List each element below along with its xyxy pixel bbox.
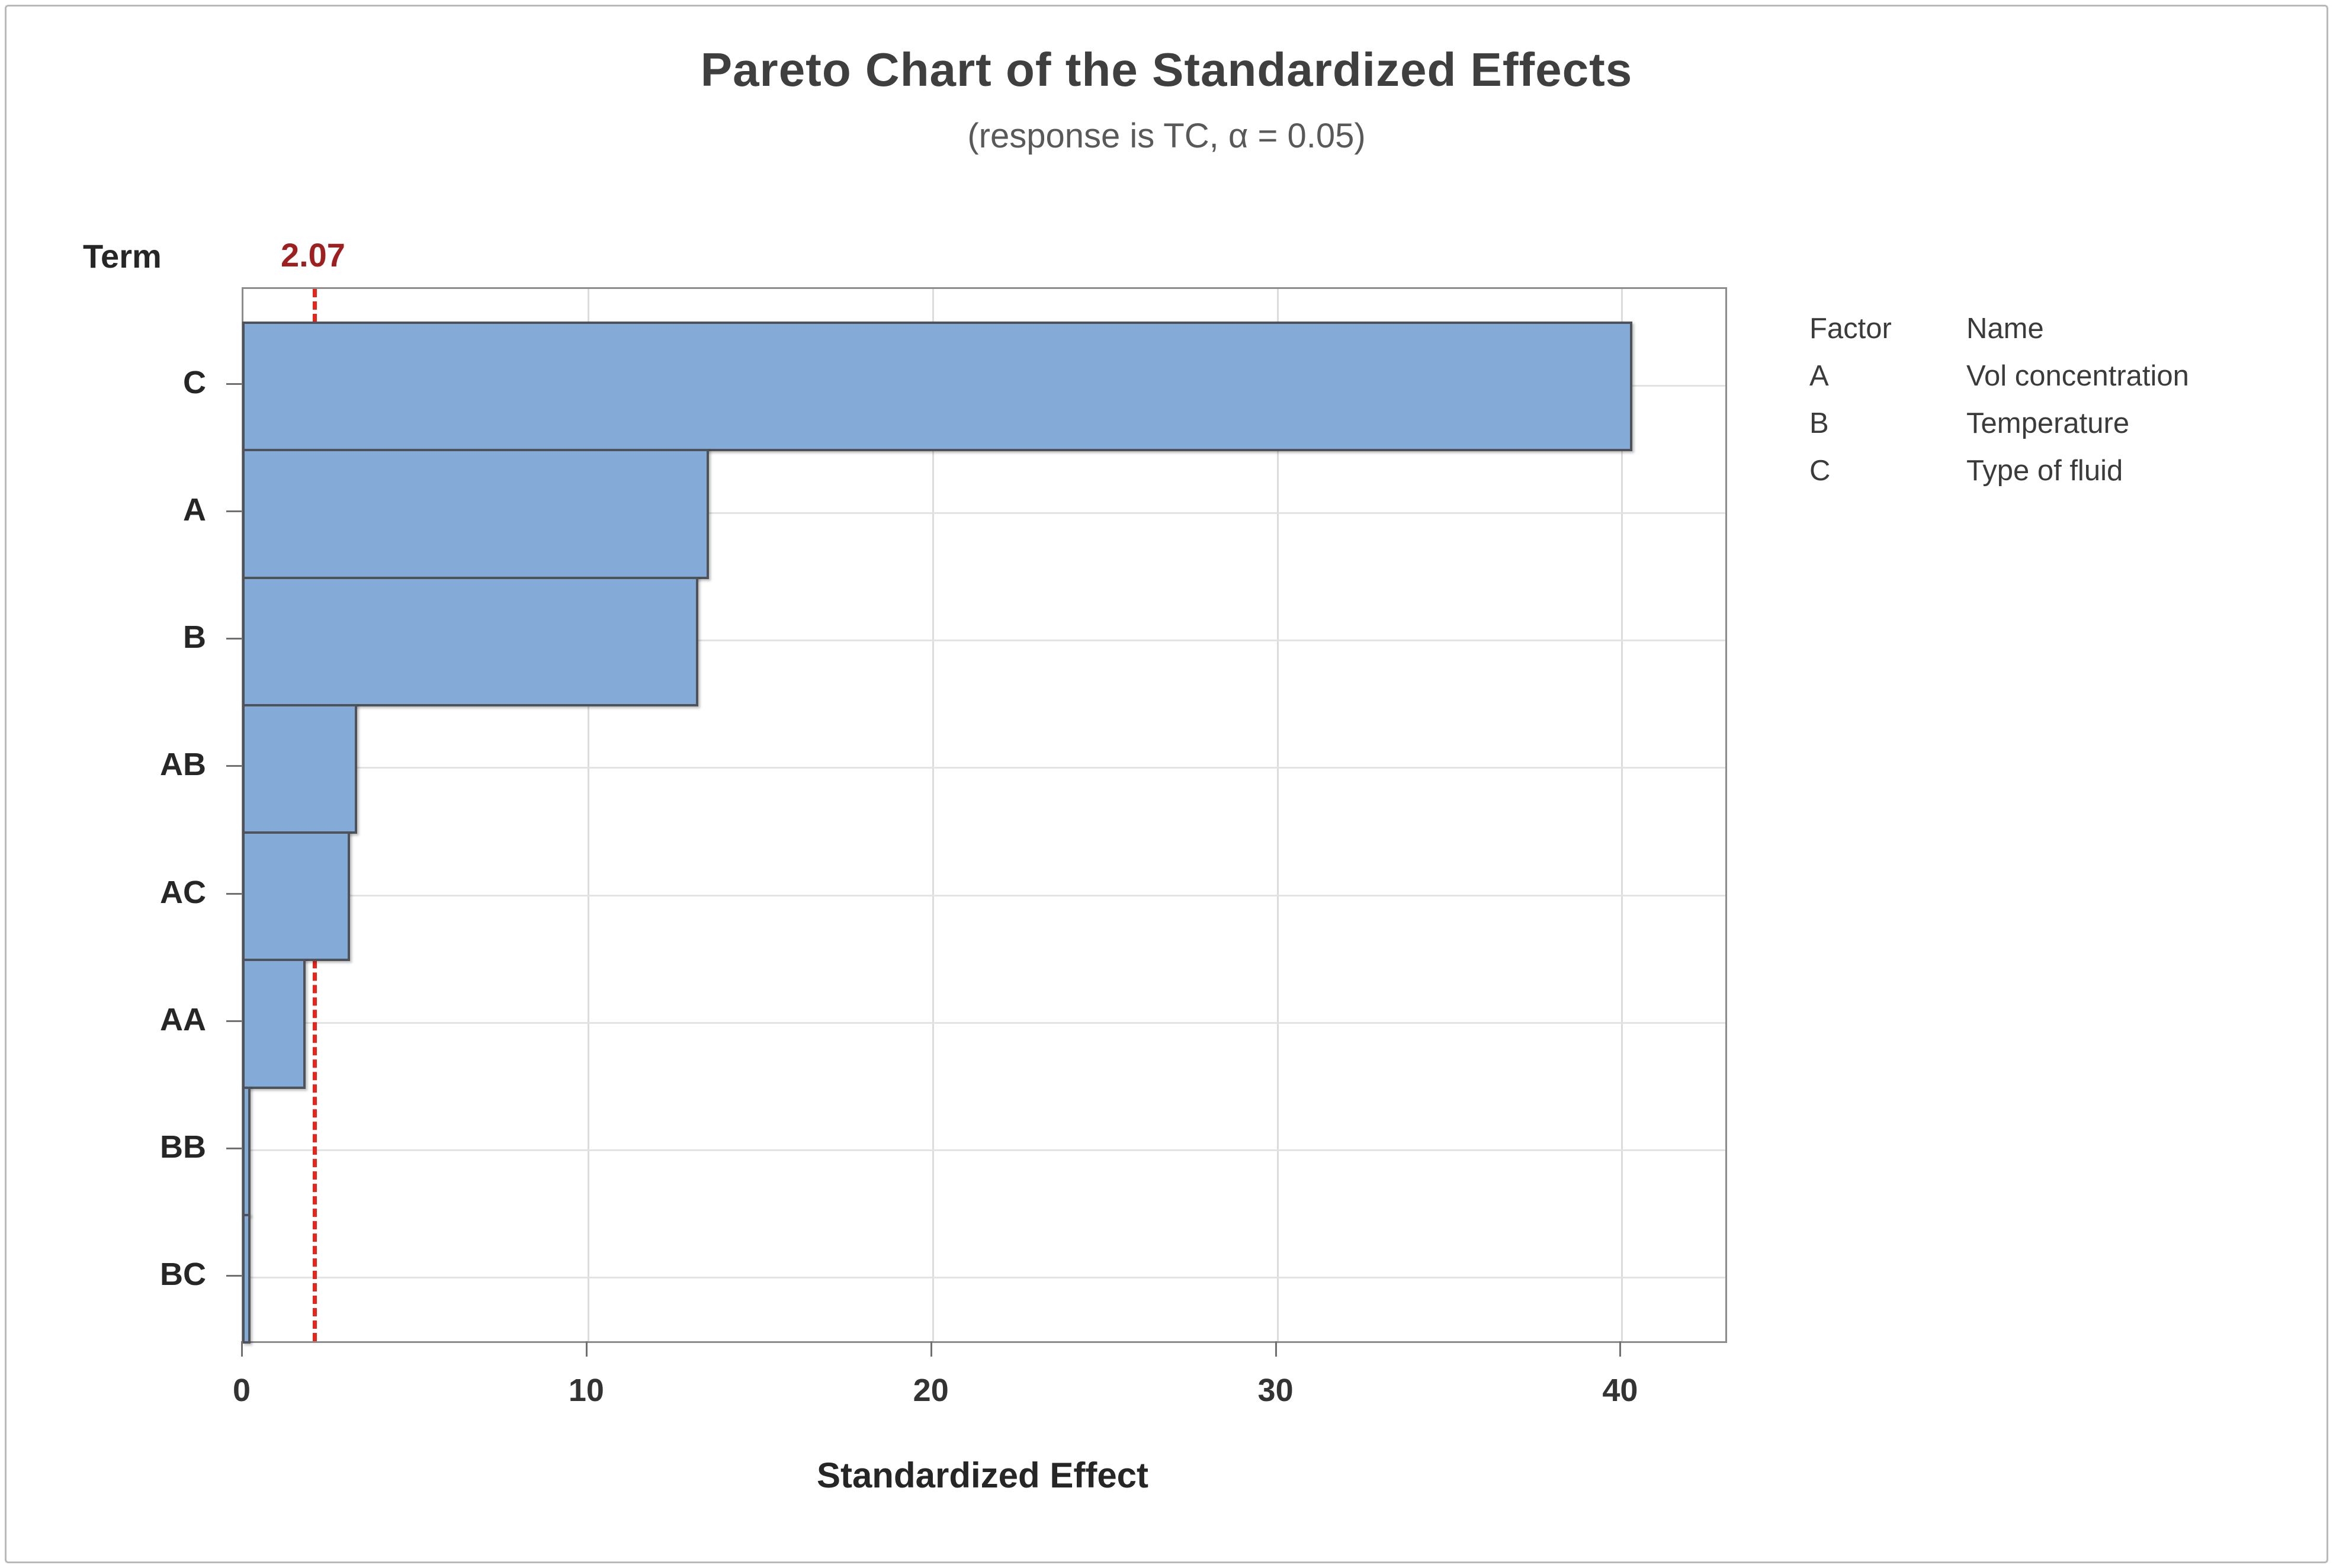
legend-name-cell: Temperature: [1966, 407, 2130, 439]
legend-header-row: Factor Name: [1809, 305, 2189, 352]
vertical-gridline: [932, 289, 934, 1341]
y-tick-label: AB: [160, 747, 206, 783]
pareto-bar: [242, 1213, 251, 1344]
chart-subtitle: (response is TC, α = 0.05): [967, 117, 1366, 155]
pareto-bar: [242, 1086, 251, 1216]
x-tick-label: 10: [568, 1373, 604, 1408]
x-tick-mark: [1275, 1341, 1277, 1357]
horizontal-gridline: [243, 767, 1725, 769]
legend-factor-cell: A: [1809, 360, 1829, 392]
x-tick-label: 40: [1602, 1373, 1638, 1408]
pareto-bar: [242, 322, 1632, 452]
x-tick-mark: [241, 1341, 243, 1357]
legend-row: B Temperature: [1809, 400, 2189, 447]
x-tick-label: 0: [232, 1373, 251, 1408]
x-axis-title: Standardized Effect: [816, 1455, 1149, 1495]
pareto-bar: [242, 703, 357, 834]
vertical-gridline: [587, 289, 589, 1341]
y-tick-label: BB: [160, 1129, 206, 1165]
horizontal-gridline: [243, 640, 1725, 642]
x-tick-mark: [585, 1341, 588, 1357]
plot-area: [242, 287, 1727, 1344]
y-tick-label: B: [183, 619, 206, 656]
factor-legend-table: Factor Name A Vol concentration B Temperatu…: [1809, 305, 2189, 494]
y-tick-mark: [226, 765, 242, 767]
vertical-gridline: [1621, 289, 1623, 1341]
y-tick-mark: [226, 1275, 242, 1277]
pareto-bar: [242, 959, 306, 1089]
y-tick-mark: [226, 1148, 242, 1150]
x-tick-mark: [1619, 1341, 1622, 1357]
reference-line-label: 2.07: [280, 236, 345, 274]
pareto-bar: [242, 449, 709, 579]
horizontal-gridline: [243, 1277, 1725, 1279]
x-tick-label: 30: [1257, 1373, 1294, 1408]
horizontal-gridline: [243, 512, 1725, 514]
y-tick-mark: [226, 1020, 242, 1022]
legend-header-name: Name: [1966, 313, 2044, 345]
y-axis-title: Term: [83, 237, 162, 275]
pareto-bar: [242, 831, 351, 962]
vertical-gridline: [1276, 289, 1279, 1341]
chart-title: Pareto Chart of the Standardized Effects: [700, 43, 1633, 96]
pareto-bar: [242, 576, 699, 706]
horizontal-gridline: [243, 1149, 1725, 1152]
legend-name-cell: Vol concentration: [1966, 360, 2189, 392]
y-tick-label: AC: [160, 874, 206, 910]
y-tick-label: AA: [160, 1001, 206, 1037]
factor-legend: Factor Name A Vol concentration B Temperatu…: [1809, 305, 2189, 494]
legend-header-factor: Factor: [1809, 313, 1892, 345]
x-tick-mark: [930, 1341, 932, 1357]
legend-factor-cell: B: [1809, 407, 1829, 439]
x-tick-label: 20: [913, 1373, 949, 1408]
legend-name-cell: Type of fluid: [1966, 455, 2123, 487]
horizontal-gridline: [243, 1021, 1725, 1024]
y-tick-mark: [226, 510, 242, 512]
y-tick-label: A: [183, 491, 206, 528]
y-tick-label: C: [183, 364, 206, 400]
y-tick-mark: [226, 383, 242, 385]
y-tick-mark: [226, 892, 242, 895]
y-tick-label: BC: [160, 1257, 206, 1293]
legend-row: C Type of fluid: [1809, 447, 2189, 494]
y-tick-mark: [226, 638, 242, 640]
legend-row: A Vol concentration: [1809, 352, 2189, 400]
legend-factor-cell: C: [1809, 455, 1831, 487]
horizontal-gridline: [243, 894, 1725, 897]
